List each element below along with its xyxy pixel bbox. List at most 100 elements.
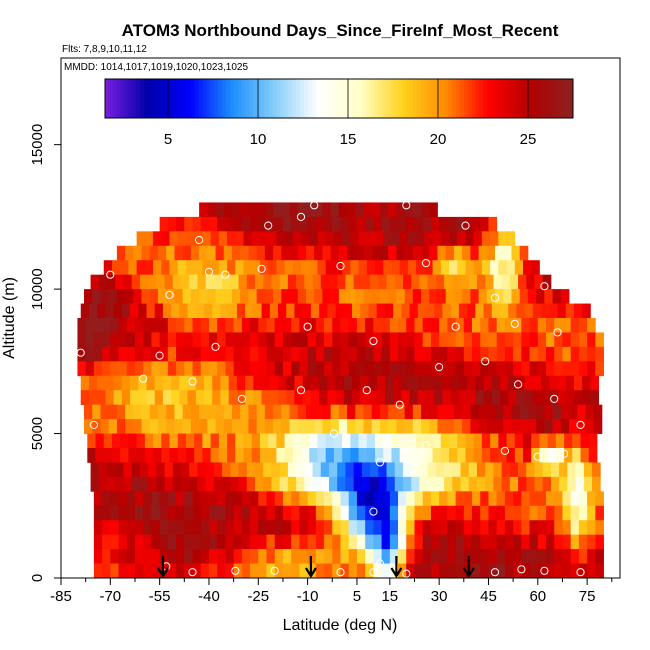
heatmap-cell [241,318,251,333]
heatmap-cell [430,534,440,550]
heatmap-cell [324,491,333,507]
heatmap-cell [508,303,517,319]
heatmap-cell [381,505,391,521]
heatmap-cell [301,260,310,276]
heatmap-cell [110,534,119,550]
heatmap-cell [333,231,343,247]
heatmap-cell [159,491,169,507]
heatmap-cell [103,448,113,463]
heatmap-cell [324,520,333,536]
heatmap-cell [567,462,577,478]
heatmap-cell [554,332,563,348]
heatmap-cell [406,534,415,550]
heatmap-cell [414,346,424,362]
colorbar-segment [518,79,523,118]
heatmap-cell [486,419,496,434]
heatmap-cell [93,549,103,564]
heatmap-cell [572,433,581,449]
flight-marker [221,270,230,279]
heatmap-cell [233,318,243,333]
flight-marker [188,377,197,386]
heatmap-cell [495,404,504,420]
heatmap-cell [463,332,473,348]
x-tick-label: -85 [50,588,72,605]
heatmap-cell [406,563,415,578]
heatmap-cell [360,303,369,319]
flight-marker [336,261,345,271]
heatmap-cell [513,563,522,578]
heatmap-cell [503,419,512,434]
heatmap-cell [159,361,169,377]
colorbar-segment [491,79,496,118]
heatmap-cell [468,462,478,478]
heatmap-cell [560,404,570,420]
y-tick-label: 10000 [29,268,46,310]
heatmap-cell [134,520,144,536]
heatmap-cell [388,419,397,434]
heatmap-cell [457,231,466,247]
heatmap-cell [521,332,530,348]
heatmap-cell [105,375,115,391]
heatmap-cell [330,419,340,434]
heatmap-cell [472,491,481,507]
heatmap-cell [404,419,414,434]
heatmap-cell [439,346,448,362]
heatmap-cell [583,462,593,478]
heatmap-cell [587,491,596,507]
colorbar-segment [479,79,484,118]
heatmap-cell [421,404,430,420]
heatmap-cell [87,433,96,449]
heatmap-cell [361,462,371,478]
heatmap-cell [570,549,580,564]
heatmap-cell [151,491,161,507]
heatmap-cell [578,505,588,521]
heatmap-cell [552,404,562,420]
heatmap-cell [430,332,440,348]
heatmap-cell [430,346,440,362]
heatmap-cell [373,563,382,578]
heatmap-cell [389,361,399,377]
heatmap-cell [324,361,333,377]
heatmap-cell [278,303,287,319]
heatmap-cell [158,404,167,420]
heatmap-cell [110,491,119,507]
heatmap-cell [468,476,478,492]
heatmap-cell [215,289,225,304]
colorbar-segment [296,79,301,118]
heatmap-cell [233,549,243,564]
heatmap-cell [126,505,136,521]
heatmap-cell [314,245,323,261]
colorbar-segment [448,79,453,118]
heatmap-cell [582,303,591,319]
heatmap-cell [555,433,565,449]
heatmap-cell [547,433,557,449]
colorbar-segment [280,79,285,118]
heatmap-cell [258,318,267,333]
heatmap-cell [192,332,202,348]
heatmap-cell [115,274,124,290]
heatmap-cell [473,433,483,449]
heatmap-cell [570,332,580,348]
heatmap-cell [307,361,317,377]
heatmap-cell [110,346,119,362]
heatmap-cell [473,448,483,463]
heatmap-cell [465,433,475,449]
heatmap-cell [506,231,516,247]
heatmap-cell [595,361,604,377]
heatmap-cell [523,260,532,276]
heatmap-cell [102,361,111,377]
heatmap-cell [276,448,285,463]
colorbar-segment [237,79,242,118]
heatmap-cell [176,361,185,377]
heatmap-cell [363,289,373,304]
heatmap-cell [144,231,154,247]
heatmap-cell [439,563,448,578]
heatmap-cell [184,332,193,348]
flight-marker [310,201,319,210]
heatmap-cell [315,346,325,362]
heatmap-cell [213,476,223,492]
heatmap-cell [167,216,177,232]
heatmap-cell [307,318,317,333]
heatmap-cell [80,375,90,391]
colorbar-segment [374,79,379,118]
